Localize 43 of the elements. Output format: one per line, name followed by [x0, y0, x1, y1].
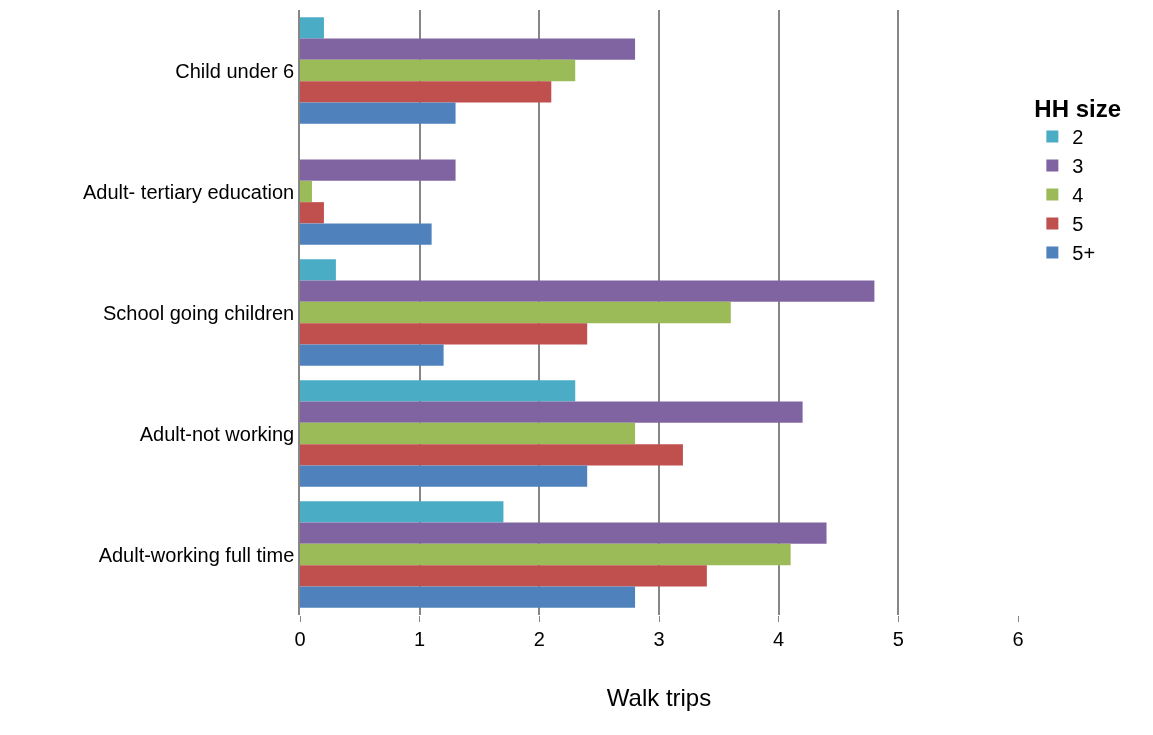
y-tick-label: Child under 6 — [175, 59, 295, 82]
bar — [300, 323, 588, 345]
y-tick-label: School going children — [103, 301, 295, 324]
x-tick-label: 1 — [414, 628, 426, 650]
bar — [300, 202, 324, 224]
x-axis-title: Walk trips — [606, 684, 712, 712]
x-tick-label: 6 — [1012, 628, 1024, 650]
bar — [300, 17, 324, 39]
legend-label: 5 — [1072, 213, 1084, 236]
bar — [300, 422, 636, 445]
x-tick-label: 2 — [533, 628, 545, 650]
bar — [300, 280, 875, 302]
bar — [300, 38, 636, 60]
bar — [300, 543, 791, 566]
bar — [300, 586, 636, 608]
bar — [300, 565, 707, 587]
legend-label: 5+ — [1072, 242, 1096, 265]
x-tick-label: 5 — [892, 628, 904, 650]
x-tick-label: 3 — [653, 628, 665, 650]
legend-label: 4 — [1072, 184, 1084, 207]
legend-label: 2 — [1072, 126, 1084, 149]
bar — [300, 102, 456, 124]
bar — [300, 81, 552, 103]
bar — [300, 522, 827, 544]
bar — [300, 380, 576, 402]
bar — [300, 159, 456, 181]
bar — [300, 501, 504, 523]
bar — [300, 180, 312, 203]
y-tick-label: Adult-working full time — [98, 543, 295, 566]
x-tick-label: 4 — [773, 628, 785, 650]
bar — [300, 465, 588, 487]
bar — [300, 444, 683, 466]
x-tick-label: 0 — [294, 628, 306, 650]
bar — [300, 401, 803, 423]
legend-label: 3 — [1072, 155, 1084, 178]
bar — [300, 259, 336, 281]
bar — [300, 344, 444, 366]
y-tick-label: Adult- tertiary education — [83, 180, 295, 203]
legend-title: HH size — [1034, 95, 1122, 123]
y-tick-label: Adult-not working — [139, 422, 295, 445]
bar — [300, 59, 576, 82]
bar — [300, 301, 731, 324]
bar — [300, 223, 432, 245]
